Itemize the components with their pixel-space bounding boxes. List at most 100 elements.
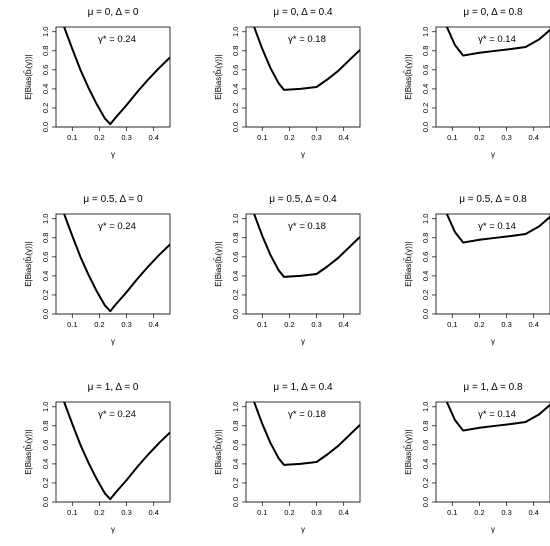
y-tick-label: 1.0	[41, 214, 50, 224]
y-tick-label: 0.2	[41, 290, 50, 300]
panel-title: μ = 0.5, Δ = 0.4	[269, 194, 337, 205]
y-tick-label: 0.4	[41, 459, 50, 469]
panel-title: μ = 0.5, Δ = 0.8	[459, 194, 527, 205]
y-tick-label: 0.6	[421, 440, 430, 450]
x-tick-label: 0.4	[338, 508, 348, 517]
gamma-star-annotation: γ* = 0.18	[288, 221, 326, 232]
x-axis-label: γ	[491, 525, 495, 534]
x-tick-label: 0.2	[474, 133, 484, 142]
panel-3: 0.0 0.2 0.4 0.6 0.8 1.0 0.1 0.2 0.3 0.4 μ = 0, Δ =…	[404, 7, 550, 159]
y-tick-label: 1.0	[421, 27, 430, 37]
y-axis-label: E|Bias(b̂ᵢ(γ))|	[24, 241, 33, 286]
gamma-star-annotation: γ* = 0.18	[288, 409, 326, 420]
y-tick-label: 0.8	[231, 421, 240, 431]
plot-frame	[245, 26, 361, 128]
x-tick-label: 0.1	[257, 320, 267, 329]
x-axis-label: γ	[111, 337, 115, 346]
y-tick-label: 0.8	[41, 46, 50, 56]
y-tick-label: 0.0	[231, 122, 240, 132]
y-tick-label: 0.2	[231, 290, 240, 300]
plot-frame	[435, 213, 550, 315]
y-tick-label: 0.2	[421, 103, 430, 113]
x-tick-label: 0.1	[257, 508, 267, 517]
y-tick-label: 0.0	[41, 497, 50, 507]
x-tick-label: 0.2	[94, 320, 104, 329]
y-tick-label: 0.0	[231, 497, 240, 507]
y-axis-label: E|Bias(b̂ᵢ(γ))|	[214, 429, 223, 474]
y-tick-label: 0.4	[421, 271, 430, 281]
x-tick-label: 0.2	[284, 133, 294, 142]
y-axis-label: E|Bias(b̂ᵢ(γ))|	[214, 241, 223, 286]
series-line	[445, 214, 550, 244]
series-line	[253, 402, 360, 466]
y-axis-label: E|Bias(b̂ᵢ(γ))|	[404, 429, 413, 474]
y-tick-label: 0.2	[231, 103, 240, 113]
panel-title: μ = 0, Δ = 0.4	[273, 7, 333, 18]
x-tick-label: 0.2	[284, 320, 294, 329]
y-tick-label: 1.0	[41, 402, 50, 412]
y-tick-label: 0.2	[41, 478, 50, 488]
panel-9: 0.0 0.2 0.4 0.6 0.8 1.0 0.1 0.2 0.3 0.4 μ = 1, Δ =…	[404, 382, 550, 534]
y-tick-label: 0.8	[421, 421, 430, 431]
y-tick-label: 0.6	[231, 440, 240, 450]
x-tick-label: 0.4	[528, 508, 538, 517]
plot-frame	[55, 401, 171, 503]
y-tick-label: 0.2	[231, 478, 240, 488]
x-tick-label: 0.2	[284, 508, 294, 517]
y-tick-label: 0.0	[231, 309, 240, 319]
series-line	[63, 27, 170, 126]
series-line	[445, 402, 550, 432]
x-tick-label: 0.4	[528, 320, 538, 329]
y-tick-label: 0.6	[41, 440, 50, 450]
plot-frame	[245, 401, 361, 503]
x-tick-label: 0.3	[311, 133, 321, 142]
y-axis-label: E|Bias(b̂ᵢ(γ))|	[404, 241, 413, 286]
y-tick-label: 0.0	[41, 122, 50, 132]
y-tick-label: 0.6	[421, 252, 430, 262]
x-tick-label: 0.2	[94, 133, 104, 142]
x-tick-label: 0.1	[257, 133, 267, 142]
y-tick-label: 1.0	[231, 402, 240, 412]
x-tick-label: 0.3	[501, 508, 511, 517]
y-tick-label: 0.0	[421, 309, 430, 319]
x-tick-label: 0.1	[447, 508, 457, 517]
y-tick-label: 0.0	[421, 122, 430, 132]
x-tick-label: 0.1	[447, 320, 457, 329]
y-tick-label: 0.6	[41, 252, 50, 262]
y-tick-label: 1.0	[231, 214, 240, 224]
y-tick-label: 0.4	[41, 271, 50, 281]
y-tick-label: 0.4	[421, 84, 430, 94]
gamma-star-annotation: γ* = 0.18	[288, 34, 326, 45]
x-tick-label: 0.4	[338, 133, 348, 142]
x-axis-label: γ	[111, 525, 115, 534]
y-tick-label: 0.0	[41, 309, 50, 319]
panel-5: 0.0 0.2 0.4 0.6 0.8 1.0 0.1 0.2 0.3 0.4 μ = 0.5, Δ…	[214, 194, 361, 346]
y-tick-label: 0.8	[41, 421, 50, 431]
panel-title: μ = 0, Δ = 0.8	[463, 7, 523, 18]
y-tick-label: 1.0	[41, 27, 50, 37]
panel-2: 0.0 0.2 0.4 0.6 0.8 1.0 0.1 0.2 0.3 0.4 μ = 0, Δ =…	[214, 7, 361, 159]
y-axis-label: E|Bias(b̂ᵢ(γ))|	[404, 54, 413, 99]
gamma-star-annotation: γ* = 0.14	[478, 221, 516, 232]
x-axis-label: γ	[491, 150, 495, 159]
y-tick-label: 0.4	[231, 271, 240, 281]
x-tick-label: 0.2	[474, 508, 484, 517]
panel-title: μ = 0, Δ = 0	[88, 7, 139, 18]
series-line	[445, 27, 550, 57]
y-tick-label: 0.6	[231, 65, 240, 75]
x-tick-label: 0.1	[447, 133, 457, 142]
x-tick-label: 0.3	[121, 133, 131, 142]
y-tick-label: 1.0	[231, 27, 240, 37]
x-tick-label: 0.3	[121, 508, 131, 517]
y-axis-label: E|Bias(b̂ᵢ(γ))|	[24, 54, 33, 99]
y-axis-label: E|Bias(b̂ᵢ(γ))|	[24, 429, 33, 474]
gamma-star-annotation: γ* = 0.14	[478, 34, 516, 45]
panel-title: μ = 1, Δ = 0.4	[273, 382, 333, 393]
y-tick-label: 0.8	[231, 233, 240, 243]
y-tick-label: 0.8	[421, 46, 430, 56]
gamma-star-annotation: γ* = 0.24	[98, 34, 136, 45]
panel-title: μ = 1, Δ = 0	[88, 382, 139, 393]
panel-title: μ = 1, Δ = 0.8	[463, 382, 523, 393]
x-tick-label: 0.4	[148, 508, 158, 517]
x-tick-label: 0.4	[148, 133, 158, 142]
